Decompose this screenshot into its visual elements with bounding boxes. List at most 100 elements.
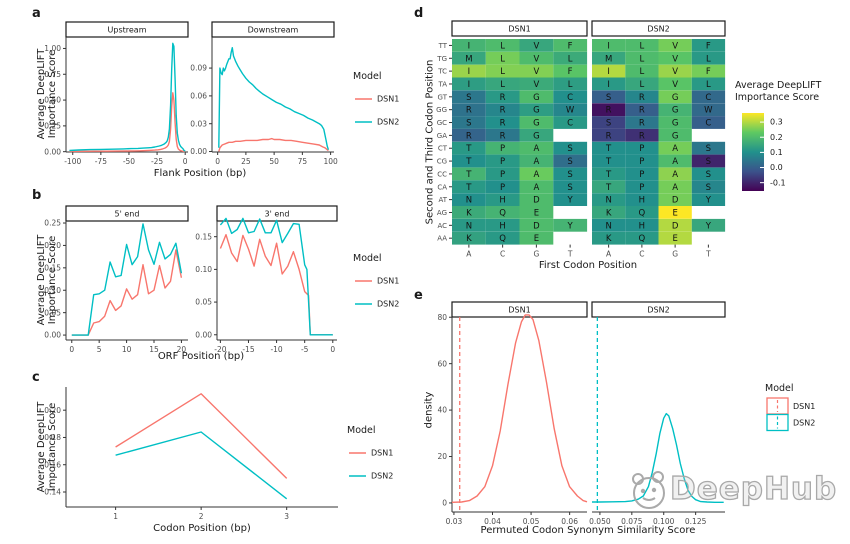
heatmap-cell	[658, 64, 692, 78]
text-label: 0.10	[44, 286, 61, 295]
text-label: Q	[499, 208, 506, 218]
heatmap-cell	[592, 193, 626, 206]
text-label: R	[500, 119, 506, 129]
text-label: G	[672, 106, 679, 116]
text-label: P	[500, 157, 505, 167]
text-label: DSN2	[377, 300, 399, 309]
heatmap-cell	[592, 39, 626, 52]
heatmap-cell	[452, 154, 486, 168]
heatmap-cell	[485, 39, 520, 52]
text-label: -75	[95, 157, 107, 166]
line-series-DSN2	[219, 217, 333, 336]
line-series-DSN2	[115, 431, 288, 500]
text-label: D	[672, 221, 679, 231]
y-axis-title: Average DeepLIFTImportance Score	[36, 401, 58, 493]
text-label: T	[705, 250, 711, 259]
heatmap-cell	[691, 167, 726, 181]
facet-strip	[211, 21, 335, 38]
heatmap-cell	[553, 218, 588, 232]
text-label: N	[605, 196, 611, 206]
heatmap-cell	[553, 167, 588, 181]
text-label: L	[500, 67, 505, 77]
density-curve-DSN1	[451, 314, 588, 503]
text-label: C	[639, 250, 644, 259]
heatmap-cell	[485, 180, 520, 194]
text-label: GG	[436, 106, 447, 114]
facet-strip	[451, 301, 588, 318]
text-label: Model	[353, 253, 382, 264]
heatmap-cell	[592, 154, 626, 168]
text-label: DSN1	[377, 95, 399, 104]
heatmap-cell	[625, 231, 659, 245]
text-label: L	[706, 80, 711, 90]
text-label: CT	[438, 145, 448, 153]
heatmap-cell	[658, 206, 692, 219]
text-label: S	[606, 93, 611, 103]
text-label: 25	[241, 157, 251, 166]
text-label: R	[639, 131, 645, 141]
text-label: 0.20	[44, 241, 61, 250]
text-label: -5	[301, 345, 309, 354]
text-label: K	[466, 208, 472, 218]
text-label: E	[672, 208, 677, 218]
facet-strip	[65, 205, 189, 222]
text-label: Model	[353, 71, 382, 82]
text-label: T	[605, 157, 612, 167]
text-label: DSN2	[647, 305, 669, 314]
text-label: 0.00	[195, 330, 212, 339]
heatmap-cell	[625, 128, 659, 142]
text-label: L	[500, 41, 505, 51]
text-label: S	[466, 93, 471, 103]
heatmap-cell	[691, 180, 726, 194]
text-label: Permuted Codon Synonym Similarity Score	[481, 525, 696, 536]
text-label: DSN1	[377, 277, 399, 286]
text-label: 1	[113, 512, 118, 521]
text-label: T	[605, 144, 612, 154]
colorbar	[742, 113, 764, 191]
heatmap-cell	[452, 90, 486, 104]
facet-strip	[591, 20, 726, 37]
text-label: R	[500, 93, 506, 103]
text-label: Importance Score	[735, 92, 819, 103]
panel-label-b: b	[32, 188, 42, 203]
heatmap-cell	[485, 90, 520, 104]
text-label: C	[705, 93, 711, 103]
text-label: A	[672, 157, 678, 167]
text-label: Model	[765, 383, 794, 394]
text-label: L	[640, 80, 645, 90]
heatmap-cell	[592, 51, 626, 65]
text-label: TC	[437, 68, 447, 76]
text-label: S	[606, 119, 611, 129]
text-label: 0	[183, 157, 188, 166]
text-label: 3	[284, 512, 289, 521]
text-label: Upstream	[108, 25, 147, 34]
y-axis-title: Second and Third Codon Position	[425, 60, 436, 225]
text-label: V	[672, 41, 678, 51]
heatmap-cell	[452, 180, 486, 194]
text-label: H	[499, 196, 505, 206]
heatmap-cell	[625, 218, 659, 232]
text-label: DSN1	[793, 402, 815, 411]
heatmap-cell	[625, 180, 659, 194]
text-label: K	[606, 234, 612, 244]
heatmap-cell	[452, 51, 486, 65]
text-label: E	[672, 234, 677, 244]
heatmap-cell	[592, 218, 626, 232]
heatmap-cell	[658, 51, 692, 65]
text-label: H	[499, 221, 505, 231]
heatmap-cell	[625, 51, 659, 65]
text-label: 3' end	[265, 209, 290, 218]
text-label: I	[468, 41, 471, 51]
heatmap-cell	[553, 154, 588, 168]
text-label: 0.05	[523, 517, 540, 526]
heatmap-cell	[519, 206, 554, 219]
text-label: Q	[639, 234, 646, 244]
text-label: 60	[437, 359, 447, 368]
text-label: 0.06	[561, 517, 578, 526]
text-label: A	[672, 183, 678, 193]
text-label: V	[533, 67, 539, 77]
text-label: DSN2	[371, 472, 393, 481]
heatmap-cell	[519, 128, 554, 142]
text-label: R	[639, 106, 645, 116]
line-series-DSN1	[219, 233, 333, 336]
